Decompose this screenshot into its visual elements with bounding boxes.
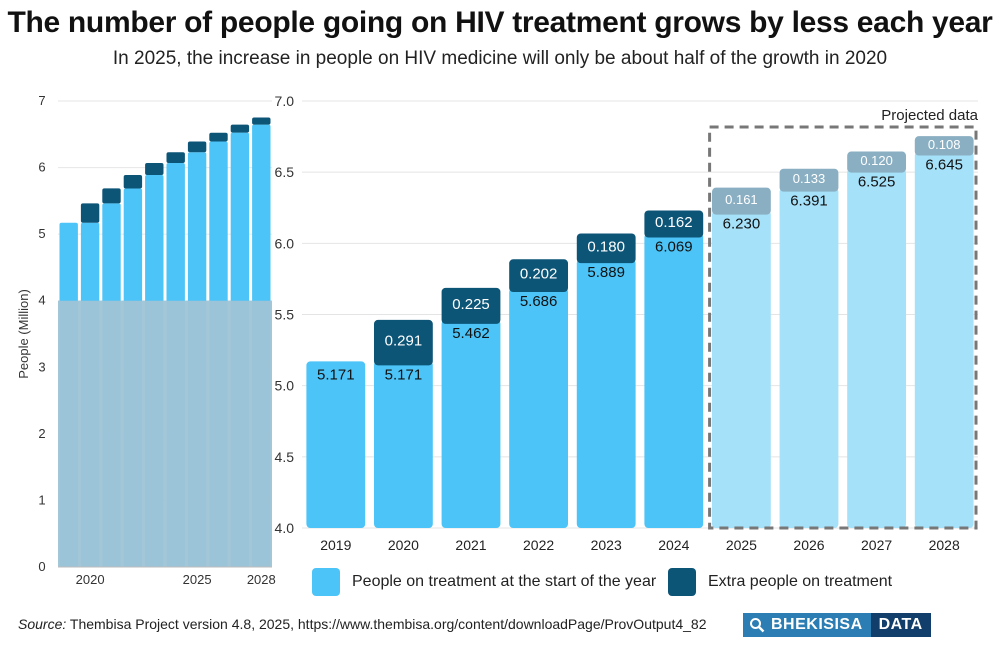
detail-base-value-label: 6.525 xyxy=(858,174,896,191)
detail-base-value-label: 6.230 xyxy=(723,216,761,233)
overview-xtick-label: 2020 xyxy=(76,572,105,587)
detail-extra-value-label: 0.202 xyxy=(520,266,558,283)
detail-ytick-label: 4.0 xyxy=(275,520,295,536)
overview-bar-extra xyxy=(80,203,100,223)
overview-y-axis-label: People (Million) xyxy=(16,289,31,379)
detail-xtick-label: 2019 xyxy=(320,537,351,553)
logo-right: DATA xyxy=(870,613,931,637)
detail-base-value-label: 6.069 xyxy=(655,239,693,256)
overview-ytick-label: 7 xyxy=(38,93,45,108)
detail-base-value-label: 5.462 xyxy=(452,325,490,342)
detail-bar-extra xyxy=(441,287,501,324)
source-text: Thembisa Project version 4.8, 2025, http… xyxy=(69,616,707,632)
overview-xtick-label: 2025 xyxy=(183,572,212,587)
detail-bar-base xyxy=(779,187,839,528)
overview-ytick-label: 4 xyxy=(38,293,45,308)
detail-ytick-label: 5.5 xyxy=(275,307,295,323)
detail-bar-base xyxy=(847,168,907,528)
detail-bar-base xyxy=(644,233,704,528)
overview-ytick-label: 0 xyxy=(38,559,45,574)
legend-label-extra: Extra people on treatment xyxy=(708,573,893,590)
detail-base-value-label: 6.645 xyxy=(925,157,963,174)
source-label: Source: xyxy=(18,616,67,632)
detail-bar-extra xyxy=(576,233,636,264)
overview-bar-extra xyxy=(145,162,164,175)
chart-title: The number of people going on HIV treatm… xyxy=(7,6,993,39)
logo-right-text: DATA xyxy=(878,616,923,633)
detail-bar-extra xyxy=(779,168,839,192)
projected-data-label: Projected data xyxy=(881,107,978,124)
detail-extra-value-label: 0.180 xyxy=(587,238,625,255)
detail-base-value-label: 5.171 xyxy=(317,366,355,383)
overview-bar-extra xyxy=(123,175,143,189)
detail-ytick-label: 4.5 xyxy=(275,449,295,465)
detail-bar-extra xyxy=(914,136,974,156)
detail-extra-value-label: 0.120 xyxy=(860,153,893,168)
detail-base-value-label: 5.171 xyxy=(385,366,423,383)
detail-base-value-label: 5.686 xyxy=(520,293,558,310)
detail-bar-extra xyxy=(509,259,569,293)
overview-ytick-label: 5 xyxy=(38,226,45,241)
detail-ytick-label: 5.0 xyxy=(275,378,295,394)
legend-swatch-base xyxy=(312,568,340,596)
detail-xtick-label: 2026 xyxy=(793,537,824,553)
detail-bar-base xyxy=(576,259,636,528)
legend-swatch-extra xyxy=(668,568,696,596)
logo-left-text: BHEKISISA xyxy=(771,616,863,633)
projected-data-box xyxy=(708,125,978,530)
detail-xtick-label: 2022 xyxy=(523,537,554,553)
overview-ytick-label: 3 xyxy=(38,359,45,374)
detail-bar-extra xyxy=(644,210,704,238)
detail-bar-base xyxy=(509,288,569,528)
detail-xtick-label: 2021 xyxy=(455,537,486,553)
logo-left: BHEKISISA xyxy=(743,613,871,637)
detail-bar-base xyxy=(914,151,974,529)
detail-ytick-label: 6.5 xyxy=(275,164,295,180)
detail-base-value-label: 5.889 xyxy=(587,264,625,281)
overview-bar-extra xyxy=(102,188,121,204)
chart-subtitle: In 2025, the increase in people on HIV m… xyxy=(112,48,888,69)
detail-xtick-label: 2025 xyxy=(726,537,757,553)
detail-xtick-label: 2024 xyxy=(658,537,689,553)
overview-bar-extra xyxy=(187,141,207,153)
detail-xtick-label: 2020 xyxy=(388,537,419,553)
detail-xtick-label: 2027 xyxy=(861,537,892,553)
detail-ytick-label: 7.0 xyxy=(275,93,295,109)
magnifier-icon xyxy=(750,618,765,633)
overview-bar-extra xyxy=(209,132,228,142)
overview-bar-extra xyxy=(252,117,271,125)
detail-xtick-label: 2023 xyxy=(591,537,622,553)
detail-base-value-label: 6.391 xyxy=(790,193,828,210)
detail-extra-value-label: 0.133 xyxy=(793,171,826,186)
legend-item-extra: Extra people on treatment xyxy=(668,568,892,596)
detail-bar-base xyxy=(373,361,433,528)
detail-bar-base xyxy=(711,210,771,528)
detail-xtick-label: 2028 xyxy=(929,537,960,553)
overview-bar-extra xyxy=(230,124,250,133)
detail-bar-extra xyxy=(711,187,771,215)
detail-ytick-label: 6.0 xyxy=(275,235,295,251)
overview-ytick-label: 2 xyxy=(38,426,45,441)
source-note: Source: Thembisa Project version 4.8, 20… xyxy=(18,616,706,632)
detail-extra-value-label: 0.225 xyxy=(452,296,490,313)
detail-bar-extra xyxy=(373,319,433,366)
overview-xtick-label: 2028 xyxy=(247,572,276,587)
overview-faded-region xyxy=(58,300,272,567)
overview-bar-extra xyxy=(166,152,185,163)
detail-bar-base xyxy=(441,319,501,528)
bhekisisa-logo: BHEKISISA DATA xyxy=(743,613,979,637)
legend-item-base: People on treatment at the start of the … xyxy=(312,568,656,596)
detail-bar-base xyxy=(306,361,366,528)
overview-ytick-label: 1 xyxy=(38,492,45,507)
detail-extra-value-label: 0.291 xyxy=(385,333,423,350)
detail-extra-value-label: 0.161 xyxy=(725,192,758,207)
overview-ytick-label: 6 xyxy=(38,160,45,175)
detail-extra-value-label: 0.108 xyxy=(928,137,961,152)
detail-extra-value-label: 0.162 xyxy=(655,214,693,231)
legend-label-base: People on treatment at the start of the … xyxy=(352,573,657,590)
detail-bar-extra xyxy=(847,151,907,173)
